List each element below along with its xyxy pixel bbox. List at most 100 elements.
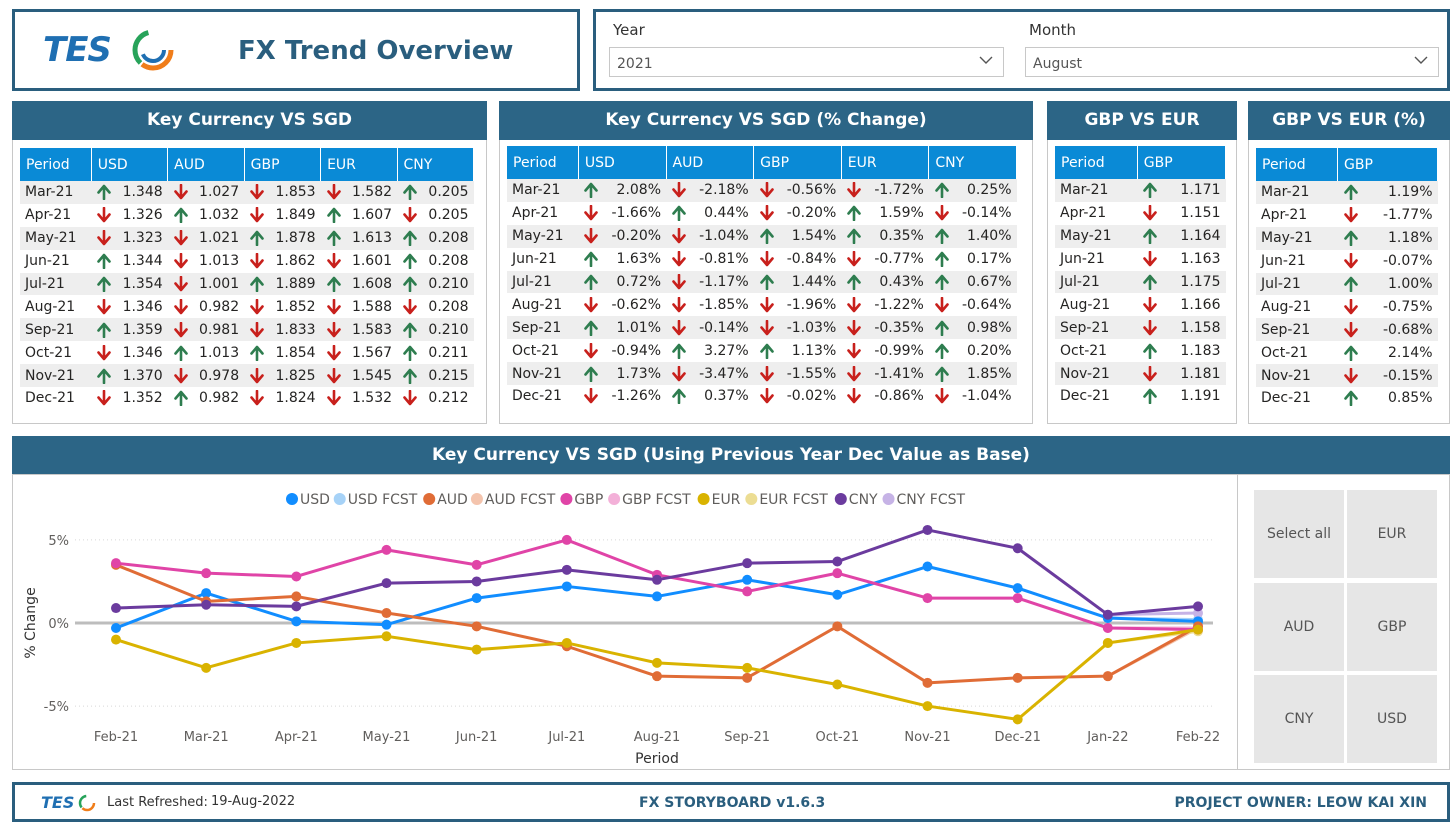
arrow-down-icon — [935, 388, 949, 404]
column-header-eur[interactable]: EUR — [841, 146, 930, 179]
period-cell: Oct-21 — [512, 342, 560, 359]
cell-value: 1.40% — [967, 228, 1012, 245]
arrow-down-icon — [97, 390, 112, 406]
column-header-aud[interactable]: AUD — [666, 146, 755, 179]
filter-select-all-button[interactable]: Select all — [1254, 490, 1344, 578]
filter-aud-button[interactable]: AUD — [1254, 583, 1344, 671]
data-point-usd — [111, 622, 121, 633]
legend-label-eur-fcst: EUR FCST — [759, 492, 828, 508]
filter-gbp-button[interactable]: GBP — [1347, 583, 1437, 671]
arrow-down-icon — [173, 230, 188, 246]
period-cell: Sep-21 — [507, 316, 579, 340]
arrow-down-icon — [326, 390, 341, 406]
table-row: Mar-21 1.19% — [1256, 181, 1438, 204]
arrow-down-icon — [403, 390, 417, 406]
data-point-aud — [471, 621, 482, 632]
cell-value: -0.64% — [961, 296, 1012, 313]
cell-value: -0.77% — [874, 251, 924, 268]
gbp-eur-pct-title: GBP VS EUR (%) — [1248, 101, 1450, 140]
legend-marker — [423, 493, 436, 505]
filter-usd-button[interactable]: USD — [1347, 675, 1437, 763]
table-row: Nov-21 1.73% -3.47% -1.55% -1.41% 1.85% — [507, 362, 1017, 386]
column-header-period[interactable]: Period — [20, 148, 92, 181]
value-cell: 1.40% — [928, 224, 1017, 248]
filter-eur-button[interactable]: EUR — [1347, 490, 1437, 578]
arrow-down-icon — [97, 344, 112, 360]
column-header-eur[interactable]: EUR — [320, 148, 398, 181]
arrow-up-icon — [847, 274, 862, 290]
value-cell: 1.348 — [91, 181, 168, 204]
arrow-down-icon — [173, 298, 188, 315]
period-cell: Dec-21 — [1060, 388, 1110, 405]
column-header-usd[interactable]: USD — [91, 148, 169, 181]
cell-value: -1.41% — [874, 365, 924, 382]
cell-value: 1.73% — [616, 365, 662, 382]
value-cell: -1.04% — [666, 224, 754, 248]
year-dropdown[interactable]: 2021 — [609, 47, 1004, 77]
data-point-usd — [471, 593, 482, 604]
period-cell: Nov-21 — [507, 362, 579, 386]
period-cell: Sep-21 — [1256, 318, 1338, 342]
value-cell: 1.54% — [753, 224, 842, 248]
column-header-gbp[interactable]: GBP — [753, 146, 842, 179]
cell-value: 0.205 — [428, 207, 469, 224]
value-cell: 1.370 — [91, 364, 168, 388]
value-cell: -0.81% — [666, 248, 754, 271]
cell-value: 1.852 — [275, 298, 316, 315]
table-row: Mar-21 2.08% -2.18% -0.56% -1.72% 0.25% — [507, 179, 1017, 202]
arrow-up-icon — [672, 389, 686, 405]
column-header-usd[interactable]: USD — [578, 146, 667, 179]
cell-value: -0.75% — [1382, 298, 1433, 315]
value-cell: -1.04% — [929, 385, 1017, 408]
arrow-down-icon — [759, 319, 774, 336]
column-header-gbp[interactable]: GBP — [244, 148, 322, 181]
column-header-gbp[interactable]: GBP — [1137, 146, 1227, 179]
filter-cny-button[interactable]: CNY — [1254, 675, 1344, 763]
table-row: Sep-21 1.158 — [1055, 316, 1226, 340]
cell-value: 1.833 — [275, 321, 316, 338]
y-tick-label: 0% — [48, 617, 69, 632]
column-header-gbp[interactable]: GBP — [1337, 148, 1438, 181]
arrow-down-icon — [1343, 321, 1358, 338]
logo-swirl-icon — [132, 29, 174, 71]
data-point-aud — [652, 671, 662, 682]
x-tick-label: Aug-21 — [634, 730, 681, 745]
value-cell: 0.43% — [841, 270, 929, 294]
key-currency-title: Key Currency VS SGD — [12, 101, 487, 140]
period-cell: Apr-21 — [25, 207, 72, 224]
cell-value: 1.348 — [122, 184, 163, 201]
column-header-cny[interactable]: CNY — [928, 146, 1017, 179]
column-header-period[interactable]: Period — [1256, 148, 1338, 181]
column-header-cny[interactable]: CNY — [397, 148, 475, 181]
arrow-down-icon — [173, 321, 188, 338]
column-header-period[interactable]: Period — [507, 146, 579, 179]
month-dropdown[interactable]: August — [1025, 47, 1439, 77]
cell-value: -1.22% — [874, 296, 924, 313]
arrow-down-icon — [584, 296, 599, 313]
arrow-down-icon — [759, 205, 774, 221]
arrow-down-icon — [326, 184, 341, 200]
value-cell: 0.25% — [928, 179, 1017, 202]
column-header-period[interactable]: Period — [1055, 146, 1138, 179]
column-header-aud[interactable]: AUD — [167, 148, 245, 181]
value-cell: -1.96% — [754, 293, 842, 316]
footer: TES Last Refreshed: 19-Aug-2022 FX STORY… — [12, 782, 1450, 822]
value-cell: 1.878 — [244, 226, 321, 250]
cell-value: 1.545 — [351, 367, 393, 384]
arrow-up-icon — [97, 253, 112, 270]
value-cell: 1.013 — [168, 250, 244, 273]
cell-value: 1.344 — [122, 253, 163, 270]
chart-title: Key Currency VS SGD (Using Previous Year… — [12, 436, 1450, 474]
data-point-gbp — [1012, 593, 1023, 604]
arrow-up-icon — [326, 208, 341, 224]
cell-value: 1.021 — [199, 230, 240, 247]
value-cell: 1.825 — [244, 364, 321, 388]
value-cell: 1.00% — [1337, 272, 1438, 296]
cell-value: 0.215 — [428, 367, 469, 384]
table-row: Nov-21 1.370 0.978 1.825 1.545 0.215 — [20, 364, 474, 388]
cell-value: -0.20% — [611, 228, 662, 245]
arrow-down-icon — [250, 321, 264, 338]
cell-value: 1.824 — [275, 390, 316, 407]
arrow-down-icon — [1343, 253, 1358, 269]
arrow-up-icon — [759, 343, 774, 359]
